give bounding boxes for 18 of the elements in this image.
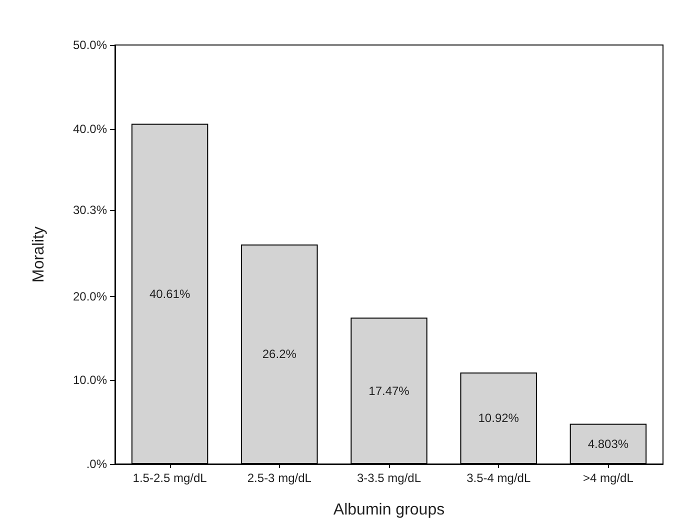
y-tick-label: 20.0%	[72, 289, 108, 304]
data-label: 10.92%	[478, 411, 520, 426]
x-tick-label: 3-3.5 mg/dL	[356, 471, 422, 485]
x-tick-label: 2.5-3 mg/dL	[247, 471, 312, 485]
data-label: 40.61%	[149, 286, 190, 301]
x-tick-label: 1.5-2.5 mg/dL	[132, 471, 208, 485]
y-tick-label: 50.0%	[72, 38, 108, 52]
y-tick-label: 30.3%	[72, 203, 108, 218]
y-axis-title: Morality	[30, 226, 48, 283]
y-tick-label: .0%	[86, 457, 108, 471]
y-tick-label: 40.0%	[72, 122, 108, 136]
data-label: 26.2%	[262, 347, 297, 362]
x-axis-title: Albumin groups	[333, 502, 445, 518]
y-tick-label: 10.0%	[72, 373, 108, 388]
data-label: 17.47%	[368, 384, 410, 398]
data-label: 4.803%	[588, 436, 629, 451]
x-tick-label: >4 mg/dL	[583, 471, 634, 485]
x-tick-label: 3.5-4 mg/dL	[466, 471, 531, 485]
